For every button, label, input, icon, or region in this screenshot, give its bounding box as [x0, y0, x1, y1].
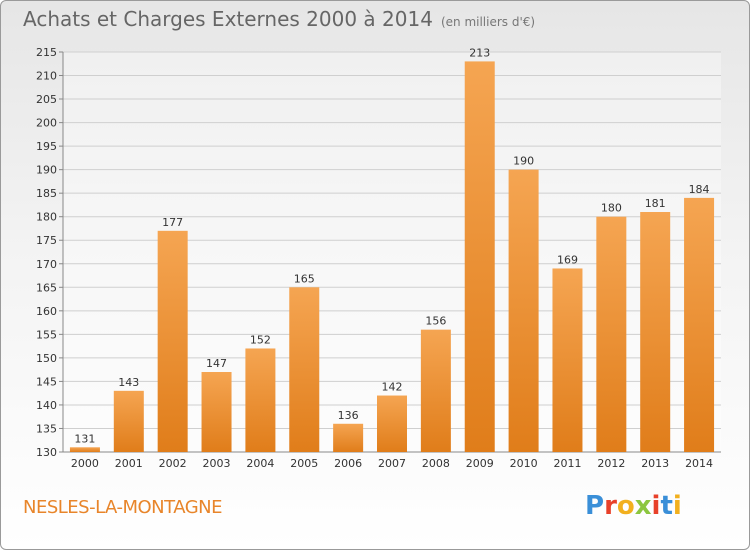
y-tick-label: 145	[36, 375, 57, 388]
logo-letter: i	[651, 491, 661, 521]
y-tick-label: 215	[36, 46, 57, 59]
data-label: 156	[425, 315, 446, 328]
y-tick-label: 155	[36, 328, 57, 341]
data-label: 147	[206, 357, 227, 370]
logo-letter: P	[585, 491, 605, 521]
x-tick-label: 2011	[553, 457, 581, 470]
y-tick-label: 135	[36, 422, 57, 435]
y-tick-label: 175	[36, 234, 57, 247]
x-tick-label: 2014	[685, 457, 713, 470]
y-tick-label: 130	[36, 446, 57, 459]
logo-letter: i	[672, 491, 682, 521]
data-label: 184	[689, 183, 710, 196]
data-label: 213	[469, 46, 490, 59]
data-label: 190	[513, 155, 534, 168]
x-tick-label: 2008	[422, 457, 450, 470]
y-tick-label: 180	[36, 211, 57, 224]
bar	[420, 329, 451, 452]
bar	[157, 230, 188, 452]
proxiti-logo: Proxiti	[585, 491, 682, 521]
x-tick-label: 2013	[641, 457, 669, 470]
bar	[684, 197, 715, 452]
y-tick-label: 210	[36, 70, 57, 83]
bar	[113, 390, 144, 452]
chart-title-text: Achats et Charges Externes 2000 à 2014	[23, 7, 433, 31]
data-label: 131	[74, 432, 95, 445]
y-tick-label: 190	[36, 164, 57, 177]
y-tick-label: 170	[36, 258, 57, 271]
bar	[333, 423, 364, 452]
data-label: 143	[118, 376, 139, 389]
y-tick-label: 160	[36, 305, 57, 318]
x-tick-label: 2012	[597, 457, 625, 470]
chart-title: Achats et Charges Externes 2000 à 2014 (e…	[23, 7, 535, 31]
x-tick-label: 2009	[466, 457, 494, 470]
bar	[640, 212, 671, 452]
commune-name: NESLES-LA-MONTAGNE	[23, 497, 222, 518]
x-tick-label: 2002	[159, 457, 187, 470]
x-tick-label: 2001	[115, 457, 143, 470]
data-label: 165	[294, 272, 315, 285]
y-tick-label: 200	[36, 117, 57, 130]
y-tick-label: 165	[36, 281, 57, 294]
bar	[289, 287, 320, 452]
logo-letter: r	[604, 491, 617, 521]
data-label: 169	[557, 253, 578, 266]
y-tick-label: 150	[36, 352, 57, 365]
x-tick-label: 2005	[290, 457, 318, 470]
bar	[464, 61, 495, 452]
x-tick-label: 2003	[203, 457, 231, 470]
logo-letter: x	[634, 491, 652, 521]
x-tick-label: 2000	[71, 457, 99, 470]
x-tick-label: 2006	[334, 457, 362, 470]
bar	[245, 348, 276, 452]
data-label: 152	[250, 333, 271, 346]
x-tick-label: 2007	[378, 457, 406, 470]
bar	[596, 216, 627, 452]
x-tick-label: 2004	[246, 457, 274, 470]
y-tick-label: 205	[36, 93, 57, 106]
bar	[508, 169, 539, 452]
y-tick-label: 185	[36, 187, 57, 200]
logo-letter: t	[660, 491, 673, 521]
chart-unit: (en milliers d'€)	[440, 15, 536, 29]
data-label: 180	[601, 202, 622, 215]
y-tick-label: 195	[36, 140, 57, 153]
data-label: 177	[162, 216, 183, 229]
logo-letter: o	[616, 491, 635, 521]
bar	[552, 268, 583, 452]
data-label: 136	[338, 409, 359, 422]
bar	[69, 447, 100, 452]
bar	[201, 372, 232, 452]
bar	[377, 395, 407, 452]
y-tick-label: 140	[36, 399, 57, 412]
data-label: 142	[382, 381, 403, 394]
x-tick-label: 2010	[510, 457, 538, 470]
data-label: 181	[645, 197, 666, 210]
